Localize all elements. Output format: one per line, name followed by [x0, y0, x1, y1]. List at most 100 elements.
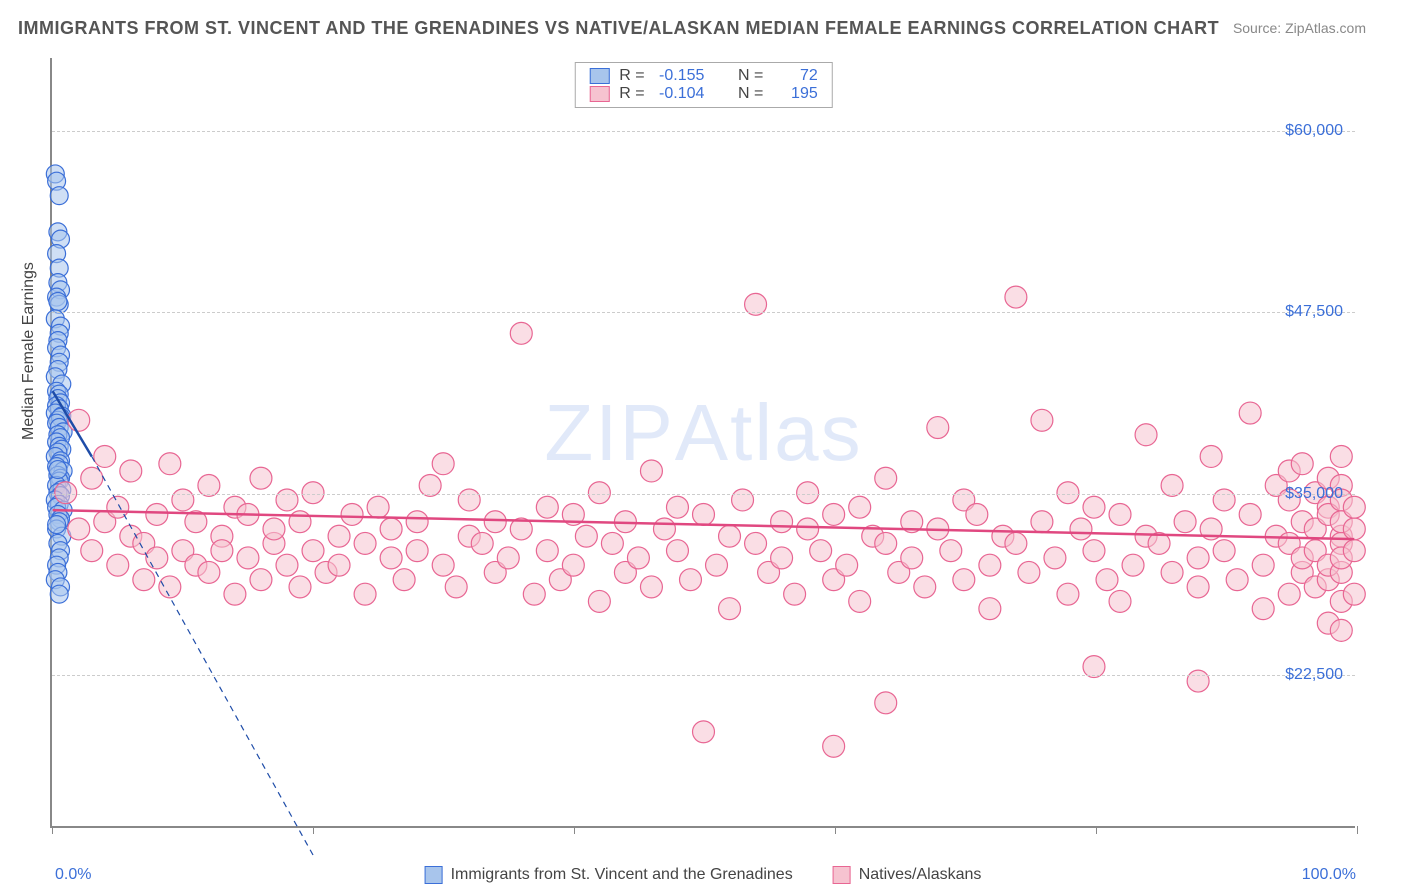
correlation-stats-box: R = -0.155 N = 72R = -0.104 N = 195 [574, 62, 832, 108]
data-point [432, 453, 454, 475]
data-point [1083, 656, 1105, 678]
data-point [536, 540, 558, 562]
y-tick-label: $22,500 [1285, 666, 1343, 684]
data-point [1187, 670, 1209, 692]
y-tick-label: $60,000 [1285, 122, 1343, 140]
legend-swatch [833, 866, 851, 884]
y-tick-label: $35,000 [1285, 485, 1343, 503]
data-point [146, 503, 168, 525]
data-point [979, 598, 1001, 620]
data-point [875, 692, 897, 714]
y-tick-label: $47,500 [1285, 303, 1343, 321]
data-point [797, 482, 819, 504]
legend-label: Immigrants from St. Vincent and the Gren… [451, 866, 793, 884]
data-point [575, 525, 597, 547]
x-axis-min-label: 0.0% [55, 866, 91, 884]
gridline [52, 494, 1355, 495]
data-point [172, 489, 194, 511]
data-point [50, 585, 68, 603]
y-axis-label: Median Female Earnings [20, 262, 38, 440]
data-point [1005, 532, 1027, 554]
data-point [849, 496, 871, 518]
x-tick [1357, 826, 1358, 834]
plot-svg [52, 58, 1355, 826]
gridline [52, 131, 1355, 132]
data-point [601, 532, 623, 554]
data-point [250, 569, 272, 591]
stat-r-label: R = [619, 85, 649, 103]
data-point [250, 467, 272, 489]
x-tick [1096, 826, 1097, 834]
data-point [1161, 561, 1183, 583]
data-point [1135, 424, 1157, 446]
data-point [49, 461, 67, 479]
stat-r-value: -0.155 [659, 67, 719, 85]
data-point [406, 540, 428, 562]
data-point [146, 547, 168, 569]
data-point [302, 540, 324, 562]
data-point [1187, 576, 1209, 598]
gridline [52, 675, 1355, 676]
data-point [341, 503, 363, 525]
data-point [693, 503, 715, 525]
data-point [1252, 554, 1274, 576]
data-point [627, 547, 649, 569]
data-point [445, 576, 467, 598]
data-point [1083, 496, 1105, 518]
data-point [1005, 286, 1027, 308]
data-point [588, 590, 610, 612]
data-point [719, 598, 741, 620]
data-point [823, 503, 845, 525]
legend-swatch [425, 866, 443, 884]
legend-label: Natives/Alaskans [859, 866, 982, 884]
data-point [966, 503, 988, 525]
stat-n-label: N = [729, 85, 768, 103]
data-point [875, 532, 897, 554]
data-point [1057, 583, 1079, 605]
x-axis-max-label: 100.0% [1302, 866, 1356, 884]
data-point [50, 187, 68, 205]
stat-r-label: R = [619, 67, 649, 85]
data-point [836, 554, 858, 576]
data-point [823, 735, 845, 757]
data-point [224, 583, 246, 605]
data-point [680, 569, 702, 591]
data-point [458, 489, 480, 511]
data-point [588, 482, 610, 504]
data-point [510, 322, 532, 344]
data-point [1330, 446, 1352, 468]
data-point [523, 583, 545, 605]
data-point [276, 554, 298, 576]
data-point [94, 446, 116, 468]
chart-title: IMMIGRANTS FROM ST. VINCENT AND THE GREN… [18, 18, 1219, 39]
data-point [914, 576, 936, 598]
data-point [55, 482, 77, 504]
legend-item: Immigrants from St. Vincent and the Gren… [425, 866, 793, 884]
data-point [875, 467, 897, 489]
data-point [745, 532, 767, 554]
data-point [927, 417, 949, 439]
data-point [302, 482, 324, 504]
data-point [1109, 590, 1131, 612]
data-point [784, 583, 806, 605]
data-point [159, 453, 181, 475]
data-point [367, 496, 389, 518]
data-point [1343, 583, 1365, 605]
data-point [48, 516, 66, 534]
data-point [1343, 518, 1365, 540]
chart-container: IMMIGRANTS FROM ST. VINCENT AND THE GREN… [0, 0, 1406, 892]
source-label: Source: ZipAtlas.com [1233, 20, 1366, 36]
x-tick [52, 826, 53, 834]
data-point [133, 569, 155, 591]
data-point [159, 576, 181, 598]
data-point [198, 561, 220, 583]
data-point [732, 489, 754, 511]
data-point [484, 511, 506, 533]
data-point [1174, 511, 1196, 533]
data-point [354, 583, 376, 605]
stat-n-value: 195 [778, 85, 818, 103]
data-point [289, 511, 311, 533]
data-point [1343, 540, 1365, 562]
data-point [1109, 503, 1131, 525]
data-point [849, 590, 871, 612]
